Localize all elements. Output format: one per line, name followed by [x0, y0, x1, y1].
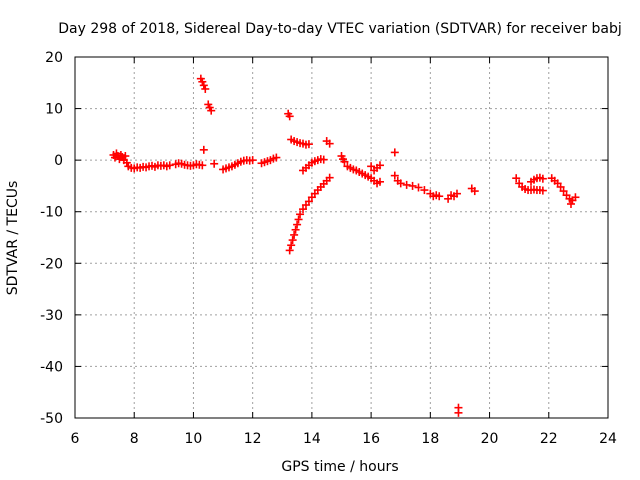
data-point [414, 183, 423, 192]
data-point [325, 139, 334, 148]
data-point [452, 189, 461, 198]
y-tick-label: -30 [40, 308, 63, 324]
data-point [408, 181, 417, 190]
data-point [325, 173, 334, 182]
data-point [470, 187, 479, 196]
data-point [556, 182, 565, 191]
data-point [122, 158, 131, 167]
data-point [538, 174, 547, 183]
data-point [375, 161, 384, 170]
x-tick-label: 16 [362, 431, 380, 447]
data-point [435, 192, 444, 201]
data-point [294, 215, 303, 224]
data-point [296, 210, 305, 219]
chart-title: Day 298 of 2018, Sidereal Day-to-day VTE… [58, 21, 621, 37]
data-point [207, 106, 216, 115]
y-tick-label: -50 [40, 411, 63, 427]
data-point [285, 112, 294, 121]
x-tick-label: 12 [244, 431, 262, 447]
y-tick-label: -20 [40, 256, 63, 272]
data-point [293, 220, 302, 229]
data-point [420, 186, 429, 195]
data-point [375, 177, 384, 186]
grid-lines [75, 57, 608, 418]
x-tick-label: 20 [481, 431, 499, 447]
data-point [538, 186, 547, 195]
data-point [304, 140, 313, 149]
x-tick-label: 6 [71, 431, 80, 447]
data-point [199, 145, 208, 154]
y-tick-labels: 20 10 0 -10 -20 -30 -40 -50 [40, 50, 63, 427]
x-tick-label: 8 [130, 431, 139, 447]
data-points [109, 74, 580, 417]
y-tick-label: 0 [54, 153, 63, 169]
plot-frame [74, 56, 609, 419]
y-tick-label: -40 [40, 359, 63, 375]
x-tick-label: 22 [540, 431, 558, 447]
axis-ticks [74, 56, 609, 419]
data-point [198, 77, 207, 86]
data-point [304, 197, 313, 206]
x-tick-labels: 6 8 10 12 14 16 18 20 22 24 [71, 431, 617, 447]
data-point [319, 155, 328, 164]
data-point [291, 225, 300, 234]
data-point [287, 241, 296, 250]
data-point [390, 171, 399, 180]
data-point [201, 84, 210, 93]
data-point [290, 230, 299, 239]
data-point [285, 246, 294, 255]
data-point [340, 157, 349, 166]
y-axis-title: SDTVAR / TECUs [5, 181, 21, 296]
data-point [390, 148, 399, 157]
data-point [396, 179, 405, 188]
data-point [121, 152, 130, 161]
data-point [210, 159, 219, 168]
x-tick-label: 18 [421, 431, 439, 447]
y-tick-label: -10 [40, 205, 63, 221]
data-point [165, 161, 174, 170]
data-point [199, 81, 208, 90]
data-point [566, 199, 575, 208]
data-point [288, 236, 297, 245]
x-tick-label: 10 [185, 431, 203, 447]
data-point [402, 180, 411, 189]
data-point [248, 156, 257, 165]
data-point [198, 161, 207, 170]
y-tick-label: 10 [45, 102, 63, 118]
data-point [367, 162, 376, 171]
data-point [454, 408, 463, 417]
data-point [299, 205, 308, 214]
data-point [512, 174, 521, 183]
data-point [272, 153, 281, 162]
data-point [559, 187, 568, 196]
data-point [571, 193, 580, 202]
x-tick-label: 24 [599, 431, 617, 447]
x-tick-label: 14 [303, 431, 321, 447]
x-axis-title: GPS time / hours [281, 459, 398, 475]
y-tick-label: 20 [45, 50, 63, 66]
